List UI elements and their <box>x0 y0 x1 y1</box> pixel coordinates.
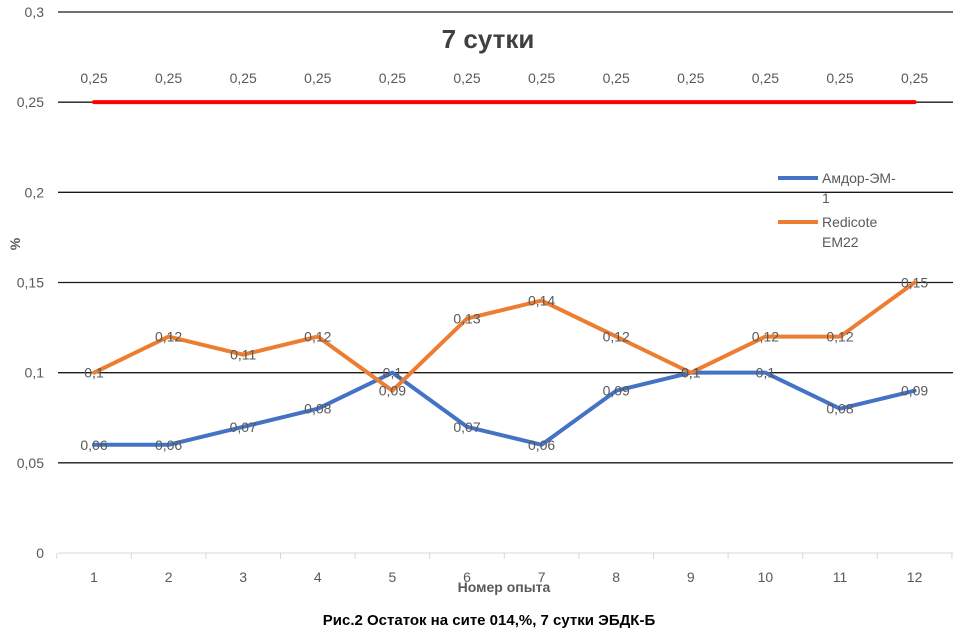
x-tick-label: 8 <box>612 569 620 585</box>
y-tick-label: 0,05 <box>17 455 44 471</box>
data-label: 0,15 <box>901 275 928 291</box>
y-tick-label: 0,1 <box>25 365 45 381</box>
x-tick-label: 10 <box>758 569 774 585</box>
data-label: 0,09 <box>603 383 630 399</box>
series-line <box>92 370 917 447</box>
legend: Амдор-ЭМ- 1 Redicote EM22 <box>778 170 896 250</box>
y-axis-title: % <box>7 237 23 250</box>
data-label: 0,11 <box>230 347 256 363</box>
x-tick-label: 5 <box>389 569 397 585</box>
legend-label: EM22 <box>822 234 859 250</box>
data-label: 0,12 <box>603 329 630 345</box>
chart-frame: 0 0,05 0,1 0,15 0,2 0,25 0,3 1 2 3 4 5 6 7 8 9 10 11 12 0… <box>7 4 953 595</box>
y-tick-labels: 0 0,05 0,1 0,15 0,2 0,25 0,3 <box>17 4 44 561</box>
data-label: 0,06 <box>155 437 182 453</box>
x-tick-label: 9 <box>687 569 695 585</box>
x-tick-label: 11 <box>833 569 848 585</box>
data-label: 0,25 <box>826 70 853 86</box>
data-label: 0,08 <box>826 401 853 417</box>
data-label: 0,1 <box>756 365 776 381</box>
chart-title: 7 сутки <box>442 24 535 54</box>
x-tick-label: 6 <box>463 569 471 585</box>
y-tick-label: 0 <box>36 545 44 561</box>
data-labels: 0,25 0,25 0,25 0,25 0,25 0,25 0,25 0,25 0,25 0,25… <box>80 70 928 453</box>
y-tick-label: 0,2 <box>25 184 45 200</box>
x-axis-title: Номер опыта <box>458 579 551 595</box>
x-tick-label: 7 <box>538 569 546 585</box>
data-label: 0,25 <box>304 70 331 86</box>
data-label: 0,12 <box>155 329 182 345</box>
legend-label: Redicote <box>822 214 877 230</box>
data-label: 0,1 <box>84 365 104 381</box>
data-label: 0,07 <box>230 419 257 435</box>
legend-label: Амдор-ЭМ- <box>822 170 896 186</box>
data-label: 0,12 <box>752 329 779 345</box>
data-label: 0,25 <box>230 70 257 86</box>
series-line <box>92 280 917 393</box>
series-layer <box>92 100 917 447</box>
data-label: 0,07 <box>453 419 480 435</box>
legend-label: 1 <box>822 190 830 206</box>
x-tick-label: 2 <box>165 569 173 585</box>
data-label: 0,25 <box>453 70 480 86</box>
y-tick-label: 0,15 <box>17 275 44 291</box>
data-label: 0,09 <box>379 383 406 399</box>
data-label: 0,09 <box>901 383 928 399</box>
data-label: 0,25 <box>901 70 928 86</box>
data-label: 0,25 <box>677 70 704 86</box>
data-label: 0,12 <box>304 329 331 345</box>
data-label: 0,25 <box>603 70 630 86</box>
x-tick-labels: 1 2 3 4 5 6 7 8 9 10 11 12 <box>90 569 922 585</box>
data-label: 0,08 <box>304 401 331 417</box>
data-label: 0,1 <box>383 365 403 381</box>
x-tick-label: 3 <box>239 569 247 585</box>
data-label: 0,1 <box>681 365 701 381</box>
data-label: 0,25 <box>752 70 779 86</box>
data-label: 0,06 <box>80 437 107 453</box>
x-tick-label: 4 <box>314 569 322 585</box>
line-chart: 00,050,10,150,20,250,3 1 2 3 4 5 6 7 8 9 10 11 12 0… <box>7 4 953 595</box>
data-label: 0,25 <box>155 70 182 86</box>
data-label: 0,13 <box>453 311 480 327</box>
data-label: 0,06 <box>528 437 555 453</box>
y-tick-label: 0,3 <box>25 4 45 20</box>
grid-layer <box>56 11 953 559</box>
data-label: 0,25 <box>80 70 107 86</box>
data-label: 0,25 <box>528 70 555 86</box>
data-label: 0,12 <box>826 329 853 345</box>
data-label: 0,14 <box>528 293 555 309</box>
data-label: 0,1 <box>681 365 701 381</box>
data-label: 0,25 <box>379 70 406 86</box>
x-tick-label: 12 <box>907 569 923 585</box>
y-tick-label: 0,25 <box>17 94 44 110</box>
figure-caption: Рис.2 Остаток на сите 014,%, 7 сутки ЭБД… <box>322 612 656 629</box>
x-tick-label: 1 <box>90 569 98 585</box>
